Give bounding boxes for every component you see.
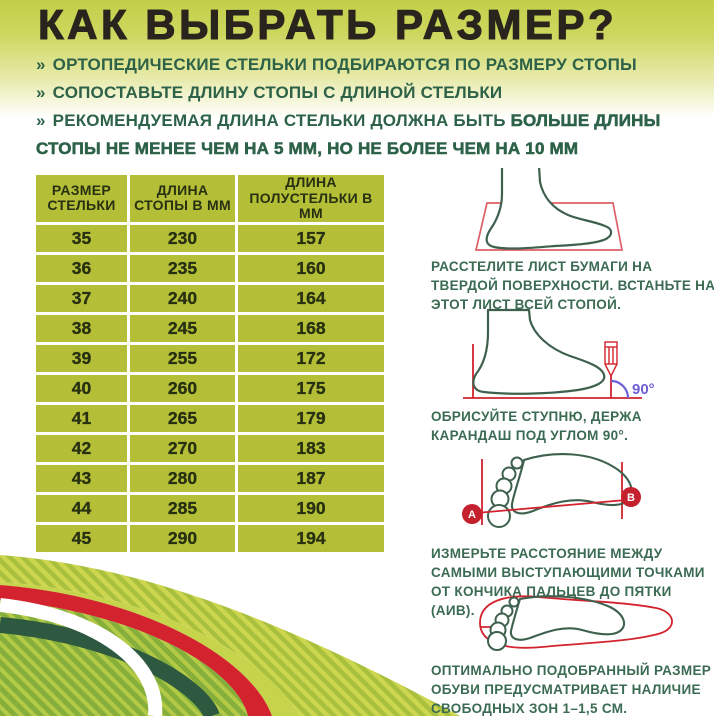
foot-on-paper-icon [474,168,624,251]
instruction-caption: ОБРИСУЙТЕ СТУПНЮ, ДЕРЖА КАРАНДАШ ПОД УГЛ… [431,409,642,443]
table-row: 39 255 172 [36,344,384,372]
table-row: 35 230 157 [36,224,384,252]
table-row: 44 285 190 [36,494,384,522]
size-table: РАЗМЕР СТЕЛЬКИ ДЛИНА СТОПЫ В ММ ДЛИНА ПО… [33,172,387,555]
table-row: 38 245 168 [36,314,384,342]
point-b-badge: В [621,487,641,507]
table-cell: 240 [130,284,235,312]
table-cell: 160 [238,254,384,282]
footprint-measure-icon: А В [462,452,641,528]
table-cell: 183 [238,434,384,462]
size-table-header: РАЗМЕР СТЕЛЬКИ ДЛИНА СТОПЫ В ММ ДЛИНА ПО… [36,174,384,222]
foot-outline-pencil-icon: 90° [463,308,655,399]
point-a-badge: А [462,504,482,524]
bullet-text: ОРТОПЕДИЧЕСКИЕ СТЕЛЬКИ ПОДБИРАЮТСЯ ПО РА… [52,55,637,74]
bullet-list: » ОРТОПЕДИЧЕСКИЕ СТЕЛЬКИ ПОДБИРАЮТСЯ ПО Р… [36,51,704,163]
bullet-marker: » [36,83,46,102]
bullet-item: » РЕКОМЕНДУЕМАЯ ДЛИНА СТЕЛЬКИ ДОЛЖНА БЫТЬ… [36,107,704,163]
table-cell: 157 [238,224,384,252]
header-foot-length: ДЛИНА СТОПЫ В ММ [130,175,235,222]
table-header-row: РАЗМЕР СТЕЛЬКИ ДЛИНА СТОПЫ В ММ ДЛИНА ПО… [36,174,384,222]
bullet-marker: » [36,111,46,130]
bullet-marker: » [36,55,46,74]
table-cell: 285 [130,494,235,522]
table-row: 36 235 160 [36,254,384,282]
table-cell: 260 [130,374,235,402]
header-half-insole-length: ДЛИНА ПОЛУСТЕЛЬКИ В ММ [238,174,384,222]
table-cell: 41 [36,404,127,432]
table-cell: 290 [130,524,235,552]
table-cell: 187 [238,464,384,492]
size-table-body: 35 230 157 36 235 160 37 240 164 38 245 168 39 255 172… [36,224,384,552]
table-cell: 35 [36,224,127,252]
table-cell: 37 [36,284,127,312]
table-cell: 179 [238,404,384,432]
table-row: 43 280 187 [36,464,384,492]
table-cell: 235 [130,254,235,282]
table-cell: 36 [36,254,127,282]
table-cell: 194 [238,524,384,552]
table-cell: 38 [36,314,127,342]
header-insole-size: РАЗМЕР СТЕЛЬКИ [36,175,127,222]
table-cell: 230 [130,224,235,252]
table-cell: 39 [36,344,127,372]
table-cell: 40 [36,374,127,402]
angle-label: 90° [632,381,655,398]
table-cell: 168 [238,314,384,342]
table-cell: 245 [130,314,235,342]
table-row: 41 265 179 [36,404,384,432]
table-cell: 175 [238,374,384,402]
table-cell: 190 [238,494,384,522]
table-cell: 265 [130,404,235,432]
decorative-swoosh [0,555,460,716]
table-cell: 280 [130,464,235,492]
instruction-caption: РАССТЕЛИТЕ ЛИСТ БУМАГИ НА ТВЕРДОЙ ПОВЕРХ… [431,259,714,312]
pencil-icon [604,341,618,378]
bullet-text: СОПОСТАВЬТЕ ДЛИНУ СТОПЫ С ДЛИНОЙ СТЕЛЬКИ [52,83,503,102]
point-a-label: А [468,509,476,521]
page-title: КАК ВЫБРАТЬ РАЗМЕР? [37,0,618,48]
table-cell: 44 [36,494,127,522]
bullet-text: РЕКОМЕНДУЕМАЯ ДЛИНА СТЕЛЬКИ ДОЛЖНА БЫТЬ [52,111,511,130]
table-cell: 164 [238,284,384,312]
table-row: 37 240 164 [36,284,384,312]
table-cell: 255 [130,344,235,372]
instruction-caption: ИЗМЕРЬТЕ РАССТОЯНИЕ МЕЖДУ САМЫМИ ВЫСТУПА… [431,546,705,618]
table-cell: 270 [130,434,235,462]
bullet-text-strong: БОЛЬШЕ ДЛИНЫ СТОПЫ НЕ МЕНЕЕ ЧЕМ НА 5 ММ,… [36,111,661,159]
bullet-item: » ОРТОПЕДИЧЕСКИЕ СТЕЛЬКИ ПОДБИРАЮТСЯ ПО Р… [36,51,704,79]
table-cell: 172 [238,344,384,372]
table-row: 40 260 175 [36,374,384,402]
bullet-item: » СОПОСТАВЬТЕ ДЛИНУ СТОПЫ С ДЛИНОЙ СТЕЛЬК… [36,79,704,107]
table-row: 42 270 183 [36,434,384,462]
table-cell: 45 [36,524,127,552]
table-cell: 43 [36,464,127,492]
footprint-in-insole-icon [479,595,673,651]
point-b-label: В [627,492,635,504]
table-row: 45 290 194 [36,524,384,552]
instruction-caption: ОПТИМАЛЬНО ПОДОБРАННЫЙ РАЗМЕР ОБУВИ ПРЕД… [431,663,712,716]
table-cell: 42 [36,434,127,462]
